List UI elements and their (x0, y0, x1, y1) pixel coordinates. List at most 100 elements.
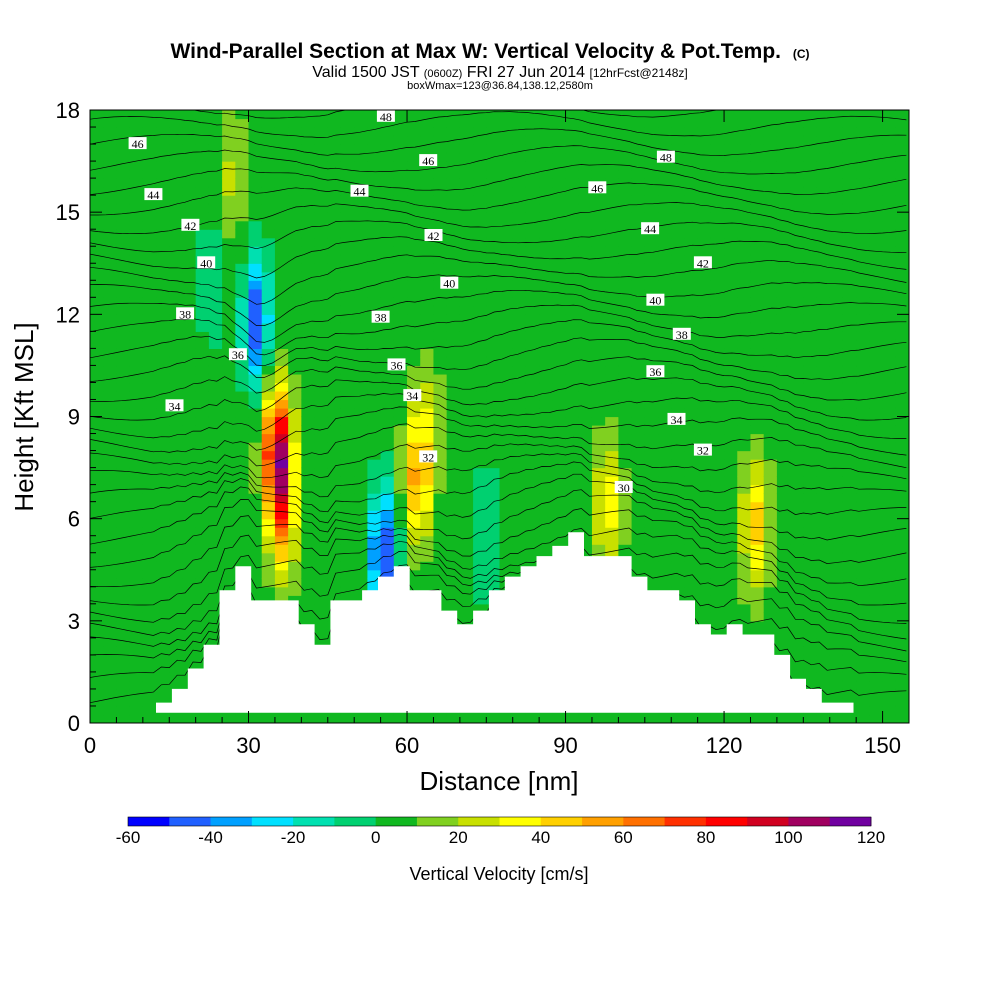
velocity-cell (552, 527, 567, 537)
velocity-cell (816, 459, 831, 469)
velocity-cell (446, 339, 461, 349)
velocity-cell (327, 373, 342, 384)
velocity-cell (367, 186, 382, 196)
velocity-cell (710, 305, 725, 315)
velocity-cell (473, 203, 487, 213)
velocity-cell (895, 450, 909, 460)
velocity-cell (459, 339, 474, 349)
velocity-cell (486, 339, 501, 349)
velocity-cell (750, 493, 765, 503)
velocity-cell (354, 178, 368, 188)
velocity-cell (552, 127, 567, 137)
velocity-cell (790, 339, 804, 349)
velocity-cell (142, 493, 157, 503)
velocity-cell (90, 365, 104, 375)
velocity-cell (473, 373, 487, 384)
velocity-cell (288, 229, 302, 239)
velocity-cell (565, 459, 580, 469)
velocity-cell (856, 178, 870, 188)
velocity-cell (90, 484, 104, 494)
velocity-cell (169, 603, 184, 613)
velocity-cell (90, 254, 104, 264)
velocity-cell (499, 322, 514, 332)
velocity-cell (671, 280, 686, 290)
theta-isoline (90, 393, 907, 439)
velocity-cell (182, 331, 197, 341)
velocity-cell (803, 331, 818, 341)
velocity-cell (697, 322, 712, 332)
velocity-cell (750, 254, 765, 264)
velocity-cell (856, 476, 870, 486)
velocity-cell (195, 382, 210, 392)
velocity-cell (737, 127, 752, 137)
velocity-cell (301, 612, 316, 622)
velocity-cell (525, 476, 540, 486)
velocity-cell (856, 127, 870, 137)
velocity-cell (142, 450, 157, 460)
velocity-cell (222, 297, 236, 307)
velocity-cell (261, 476, 276, 486)
velocity-cell (340, 110, 355, 120)
velocity-cell (658, 161, 672, 171)
velocity-cell (724, 161, 738, 171)
velocity-cell (486, 527, 501, 537)
velocity-cell (103, 671, 118, 682)
velocity-cell (842, 220, 857, 230)
velocity-cell (90, 527, 104, 537)
velocity-cell (895, 620, 909, 630)
velocity-cell (776, 416, 791, 426)
velocity-cell (327, 356, 342, 367)
velocity-cell (235, 416, 250, 426)
velocity-cell (129, 612, 144, 622)
velocity-cell (512, 425, 527, 435)
velocity-cell (750, 246, 765, 256)
velocity-cell (816, 152, 831, 162)
velocity-cell (235, 339, 250, 349)
velocity-cell (882, 535, 897, 545)
velocity-cell (90, 450, 104, 460)
velocity-cell (605, 416, 619, 426)
velocity-cell (90, 493, 104, 503)
velocity-cell (103, 305, 118, 315)
velocity-cell (895, 680, 909, 690)
velocity-cell (869, 697, 884, 707)
velocity-cell (578, 195, 593, 205)
velocity-cell (433, 271, 448, 281)
velocity-cell (776, 518, 791, 528)
velocity-cell (591, 229, 606, 239)
velocity-cell (697, 373, 712, 384)
velocity-cell (156, 603, 170, 613)
velocity-cell (393, 220, 408, 230)
velocity-cell (420, 416, 435, 426)
velocity-cell (116, 493, 131, 503)
velocity-cell (591, 271, 606, 281)
velocity-cell (354, 203, 368, 213)
velocity-cell (658, 433, 672, 443)
velocity-cell (129, 450, 144, 460)
velocity-cell (433, 365, 448, 375)
velocity-cell (142, 552, 157, 562)
velocity-cell (842, 586, 857, 596)
velocity-cell (195, 663, 210, 673)
velocity-cell (882, 220, 897, 230)
velocity-cell (90, 646, 104, 656)
velocity-cell (274, 212, 289, 222)
velocity-cell (248, 382, 263, 392)
velocity-cell (103, 288, 118, 298)
theta-label: 40 (197, 256, 216, 270)
velocity-cell (856, 152, 870, 162)
velocity-cell (459, 356, 474, 367)
velocity-cell (684, 144, 699, 154)
theta-isoline (90, 304, 907, 356)
velocity-cell (195, 229, 210, 239)
velocity-cell (856, 237, 870, 247)
velocity-cell (750, 263, 765, 273)
velocity-cell (790, 714, 804, 723)
velocity-cell (274, 331, 289, 341)
velocity-cell (129, 390, 144, 401)
velocity-cell (407, 322, 421, 332)
velocity-cell (578, 169, 593, 179)
velocity-cell (776, 382, 791, 392)
velocity-cell (393, 246, 408, 256)
velocity-cell (591, 127, 606, 137)
